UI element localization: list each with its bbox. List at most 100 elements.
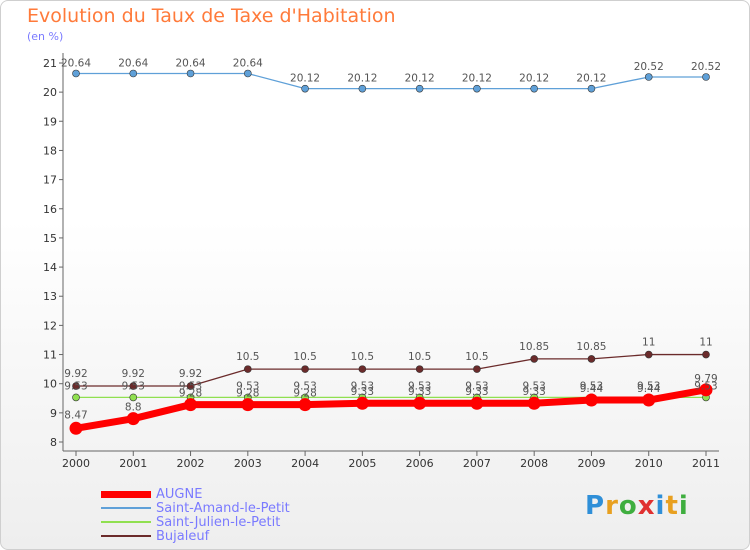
data-point — [184, 398, 198, 412]
x-tick-label: 2002 — [177, 457, 205, 470]
data-label: 9.53 — [64, 380, 87, 392]
data-point — [241, 398, 255, 412]
legend-swatch — [101, 507, 151, 509]
data-label: 9.53 — [179, 380, 202, 392]
data-label: 20.64 — [176, 57, 206, 69]
data-label: 9.33 — [408, 386, 431, 398]
data-label: 20.64 — [61, 57, 91, 69]
data-label: 9.44 — [580, 383, 604, 395]
data-point — [644, 73, 653, 81]
y-tick-label: 12 — [43, 319, 57, 332]
data-label: 10.5 — [465, 351, 488, 363]
data-label: 9.79 — [694, 373, 717, 385]
data-point — [415, 365, 424, 373]
data-label: 11 — [699, 337, 712, 349]
data-point — [530, 84, 538, 93]
data-point — [244, 69, 252, 78]
y-tick-label: 9 — [50, 407, 57, 420]
data-point — [72, 69, 80, 78]
data-point — [702, 350, 710, 359]
x-tick-label: 2009 — [577, 457, 605, 470]
data-label: 8.8 — [125, 402, 142, 414]
x-tick-label: 2004 — [291, 457, 319, 470]
chart-title: Evolution du Taux de Taxe d'Habitation — [27, 5, 396, 27]
logo-letter: x — [637, 491, 656, 521]
data-point — [470, 396, 484, 410]
data-label: 9.44 — [637, 383, 661, 395]
data-label: 9.53 — [465, 380, 488, 392]
data-label: 9.53 — [694, 380, 717, 392]
data-point — [530, 355, 538, 363]
legend-swatch — [101, 521, 151, 523]
data-label: 9.53 — [522, 380, 545, 392]
data-point — [358, 84, 367, 93]
data-point — [69, 421, 83, 435]
data-label: 11 — [642, 337, 655, 349]
x-tick-label: 2000 — [62, 457, 90, 470]
data-label: 9.33 — [522, 386, 545, 398]
data-point — [244, 365, 252, 373]
data-point — [702, 73, 710, 81]
data-label: 9.53 — [580, 380, 603, 392]
data-label: 20.12 — [519, 73, 549, 85]
data-point — [644, 350, 653, 359]
data-label: 10.5 — [351, 351, 374, 363]
data-point — [473, 84, 481, 93]
y-tick-label: 14 — [43, 261, 57, 274]
data-label: 8.47 — [64, 409, 87, 421]
data-label: 10.85 — [519, 341, 549, 353]
data-point — [415, 84, 424, 93]
data-point — [301, 365, 309, 373]
data-point — [642, 393, 656, 407]
legend-swatch — [101, 535, 151, 537]
data-point — [301, 84, 309, 93]
data-label: 9.33 — [465, 386, 488, 398]
logo-letter: o — [618, 491, 638, 521]
legend-swatch — [101, 490, 151, 498]
legend-item: AUGNE — [101, 487, 290, 502]
x-tick-label: 2003 — [234, 457, 262, 470]
chart-legend: AUGNE Saint-Amand-le-Petit Saint-Julien-le… — [101, 487, 290, 544]
proxiti-logo: Proxiti — [585, 491, 689, 521]
series-line — [76, 353, 706, 387]
legend-item: Saint-Amand-le-Petit — [101, 501, 290, 516]
data-point — [527, 396, 541, 410]
data-point — [129, 69, 138, 78]
data-label: 9.53 — [293, 380, 316, 392]
data-label: 9.28 — [293, 388, 316, 400]
data-point — [72, 393, 80, 402]
data-label: 10.85 — [576, 341, 606, 353]
data-point — [473, 365, 481, 373]
y-tick-label: 15 — [43, 232, 57, 245]
x-tick-label: 2005 — [348, 457, 376, 470]
data-label: 9.28 — [179, 388, 202, 400]
data-point — [355, 396, 369, 410]
x-tick-label: 2006 — [406, 457, 434, 470]
data-label: 9.53 — [408, 380, 431, 392]
legend-item: Saint-Julien-le-Petit — [101, 515, 290, 530]
logo-letter: P — [585, 491, 606, 521]
data-point — [126, 412, 140, 426]
y-tick-label: 17 — [43, 174, 57, 187]
y-tick-label: 8 — [50, 436, 57, 449]
data-label: 20.52 — [691, 61, 721, 73]
y-tick-label: 19 — [43, 115, 57, 128]
x-tick-label: 2001 — [119, 457, 147, 470]
logo-letter: r — [605, 491, 619, 521]
logo-letter: i — [655, 491, 666, 521]
x-tick-label: 2011 — [692, 457, 720, 470]
data-label: 9.53 — [122, 380, 145, 392]
data-label: 20.64 — [233, 57, 263, 69]
data-label: 20.12 — [576, 73, 606, 85]
y-tick-label: 16 — [43, 203, 57, 216]
y-tick-label: 13 — [43, 290, 57, 303]
y-tick-label: 21 — [43, 57, 57, 70]
data-label: 10.5 — [236, 351, 259, 363]
data-point — [129, 393, 138, 402]
logo-letter: i — [678, 491, 689, 521]
y-tick-label: 20 — [43, 86, 57, 99]
legend-label: Bujaleuf — [156, 528, 210, 544]
data-point — [587, 355, 596, 363]
data-point — [358, 365, 367, 373]
